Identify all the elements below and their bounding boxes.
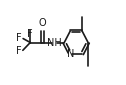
Text: N: N [67,49,74,59]
Text: F: F [16,46,21,56]
Text: O: O [38,18,46,28]
Text: NH: NH [47,37,61,48]
Text: F: F [27,29,33,39]
Text: F: F [16,33,21,43]
